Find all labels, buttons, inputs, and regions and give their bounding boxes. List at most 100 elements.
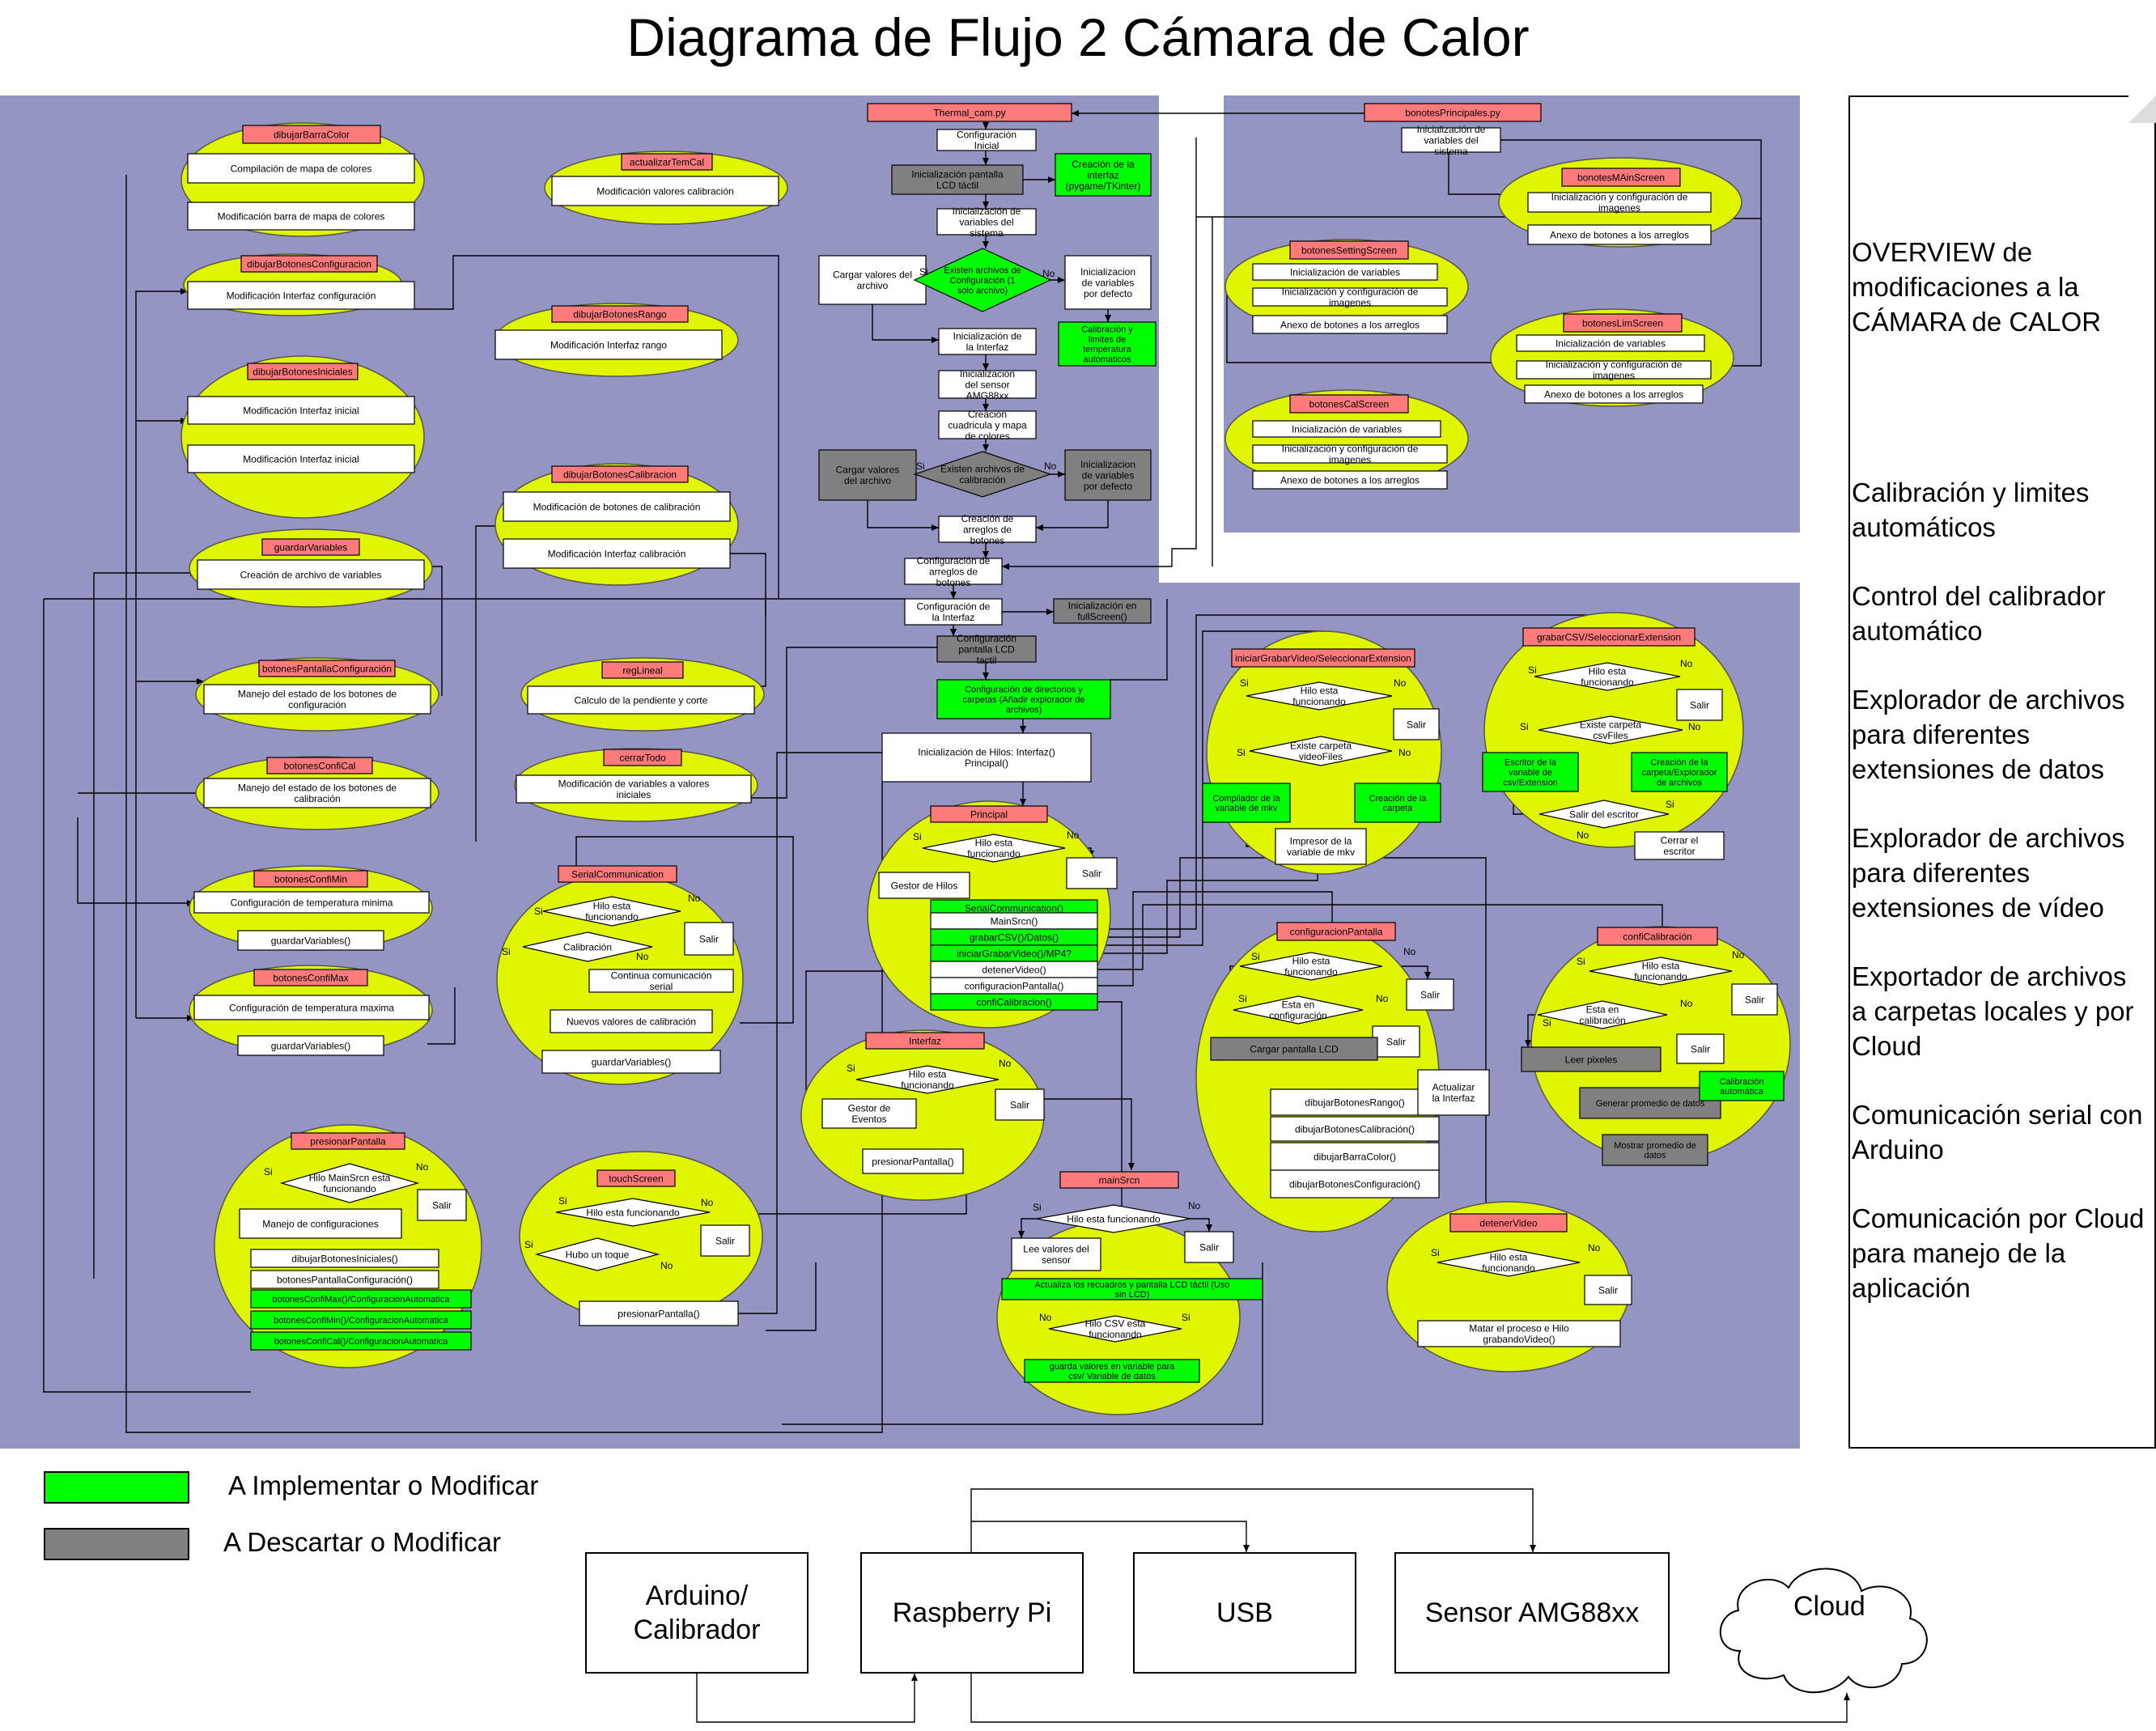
label: Manejo del estado de los botones de calib…: [238, 783, 397, 804]
label-line: grabarCSV/SeleccionarExtension: [1537, 631, 1681, 643]
label-line: regLineal: [622, 664, 662, 676]
label-line: automaticos: [1083, 354, 1131, 364]
label-line: datos: [1645, 1151, 1666, 1160]
label: Salir: [1082, 868, 1101, 879]
label: dibujarBotonesCalibración(): [1295, 1123, 1415, 1135]
process-box: [1401, 127, 1501, 153]
branch-label: No: [1376, 993, 1389, 1004]
label-line: Actualizar: [1432, 1082, 1475, 1093]
label-line: Hilo esta: [1589, 666, 1627, 677]
process-box: [930, 993, 1098, 1011]
process-box: [1699, 1071, 1785, 1101]
label-line: cuadricula y mapa: [948, 419, 1027, 431]
label-line: Inicialización y configuración de: [1546, 359, 1683, 371]
label: SerialCommunication(): [965, 902, 1063, 914]
label-line: Modificación de variables a valores: [558, 779, 710, 790]
module-title: [266, 757, 373, 774]
process-box: [516, 774, 752, 804]
process-box: [936, 208, 1037, 235]
process-box: [936, 129, 1037, 151]
label-line: Inicialización de variables: [1290, 266, 1400, 278]
label-line: Creación de: [961, 513, 1014, 524]
cloud-icon: [1719, 1568, 1928, 1694]
label: presionarPantalla: [310, 1135, 386, 1147]
label: actualizarTemCal: [630, 156, 704, 168]
connector-line: [1044, 1098, 1135, 1170]
decision-diamond: [913, 248, 1052, 312]
module-title: [551, 305, 689, 323]
branch-label: Si: [534, 906, 543, 917]
overview-item: Explorador de archivos para diferentes e…: [1852, 685, 2125, 784]
label-line: botonesConfiMin()/ConfiguracionAutomatic…: [274, 1316, 449, 1326]
label: Modificación Interfaz inicial: [243, 453, 359, 465]
connector-line: [1525, 1014, 1538, 1047]
label-line: Hilo esta: [975, 838, 1013, 849]
label: Modificación Interfaz configuración: [227, 290, 376, 301]
module-title: [247, 363, 359, 380]
branch-label: Si: [916, 460, 925, 472]
label-line: Salir: [1420, 989, 1440, 1000]
process-box: [1252, 420, 1441, 438]
label: Anexo de botones a los arreglos: [1280, 319, 1420, 330]
connector-line: [427, 987, 456, 1045]
process-box: [904, 558, 1003, 585]
label-line: botonesConfiMax()/ConfiguracionAutomatic…: [273, 1295, 451, 1305]
label-line: cerrarTodo: [619, 752, 666, 763]
label: Gestor de Eventos: [848, 1103, 891, 1125]
label-line: imagenes: [1593, 370, 1635, 381]
process-box: [550, 1009, 713, 1033]
label-line: interfaz: [1087, 169, 1118, 180]
overview-item: OVERVIEW de modificaciones a la CÁMARA d…: [1852, 237, 2102, 337]
label-line: escritor: [1663, 846, 1695, 857]
process-box: [1516, 334, 1705, 352]
label-line: Modificación Interfaz inicial: [243, 405, 359, 416]
decision-diamond: [1249, 736, 1393, 766]
process-box: [1417, 1069, 1490, 1116]
label-line: variable de mkv: [1287, 846, 1355, 858]
label-line: Inicialización de: [953, 206, 1021, 217]
process-box: [818, 449, 917, 501]
label-line: Existe carpeta: [1580, 719, 1641, 731]
process-box: [1676, 689, 1723, 721]
hardware-cloud-label: Cloud: [1793, 1591, 1865, 1622]
branch-label: No: [1688, 721, 1701, 732]
label-line: Modificación barra de mapa de colores: [218, 210, 385, 222]
label-line: Configuración de directorios y: [965, 685, 1083, 695]
module-title: [558, 865, 677, 883]
label: mainSrcn: [1099, 1174, 1140, 1186]
label: botonesCalScreen: [1309, 398, 1390, 409]
decision-diamond: [913, 451, 1052, 498]
label-line: iniciarGrabarVideo()/MP4?: [957, 948, 1072, 959]
label: grabarCSV/SeleccionarExtension: [1537, 631, 1681, 643]
label-line: Creación de la: [1072, 159, 1135, 170]
label: Hilo esta funcionando: [1581, 666, 1634, 688]
label-line: Inicialización en: [1068, 600, 1137, 612]
label-line: Inicial: [974, 140, 999, 151]
label-line: Anexo de botones a los arreglos: [1280, 319, 1420, 330]
label-line: Compilación de mapa de colores: [231, 163, 372, 174]
label: Manejo de configuraciones: [262, 1218, 378, 1229]
label-line: Lee valores del: [1023, 1244, 1089, 1255]
label-line: sistema: [1434, 146, 1468, 157]
process-box: [237, 1035, 384, 1056]
process-box: [187, 281, 415, 310]
connector-line: [93, 570, 197, 1279]
label-line: grabandoVideo(): [1483, 1334, 1555, 1345]
decision-diamond: [1538, 715, 1683, 745]
process-box: [193, 995, 430, 1020]
connector-line: [1097, 891, 1333, 986]
label: Salir: [1745, 994, 1764, 1005]
label-line: confiCalibración: [1623, 931, 1691, 942]
module-title: [1563, 313, 1683, 333]
label-line: imagenes: [1329, 297, 1371, 308]
label-line: Thermal_cam.py: [933, 107, 1005, 118]
label-line: MainSrcn(): [991, 915, 1038, 927]
panel-gap: [1159, 95, 1224, 583]
label: Inicialización de variables del sistema: [953, 206, 1021, 239]
label: SerialCommunication: [571, 868, 664, 880]
overview-list: OVERVIEW de modificaciones a la CÁMARA d…: [1850, 97, 2154, 1305]
process-box: [1058, 321, 1157, 367]
process-box: [1064, 449, 1152, 501]
label: botonesConfiMax: [273, 972, 348, 983]
label-line: del sensor: [965, 379, 1009, 390]
